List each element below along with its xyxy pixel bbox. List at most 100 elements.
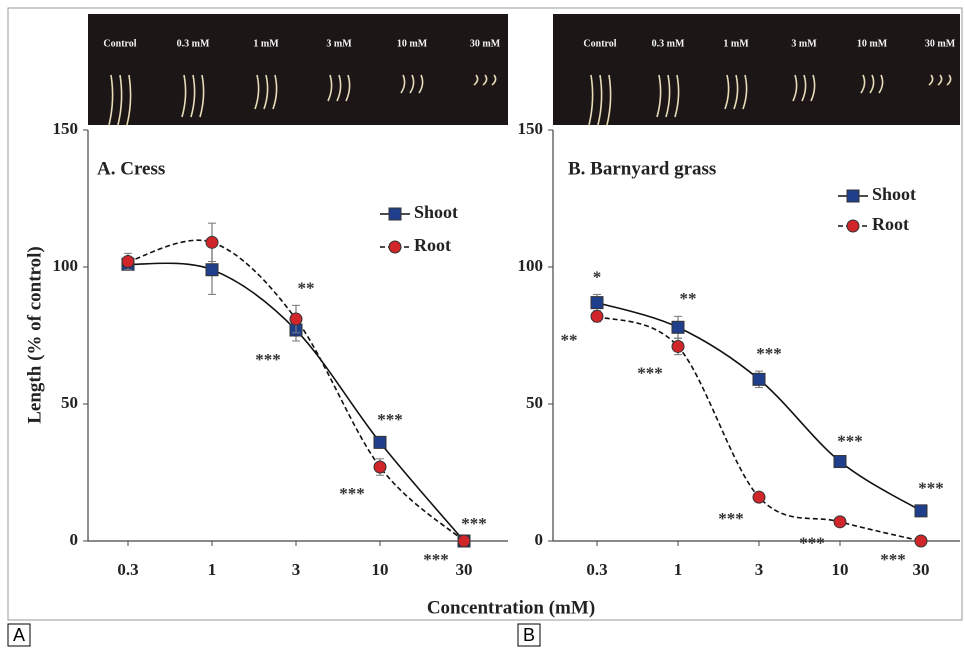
significance-label: *** (423, 550, 449, 569)
x-tick-label: 3 (755, 560, 764, 579)
photo-label: 0.3 mM (177, 38, 210, 49)
data-point (914, 534, 928, 548)
seedling (724, 74, 730, 110)
y-tick-label: 50 (526, 393, 543, 412)
seedling (742, 74, 748, 110)
seedling (126, 74, 132, 126)
seedling (491, 74, 497, 86)
y-tick-label: 0 (535, 530, 544, 549)
photo-label: 10 mM (397, 38, 428, 49)
seedling (327, 74, 333, 102)
photo-label: 1 mM (253, 38, 279, 49)
seedling-photo (553, 14, 960, 125)
seedling (409, 74, 415, 94)
data-point (671, 320, 685, 334)
data-point (752, 490, 766, 504)
data-point (121, 255, 135, 269)
data-point (590, 309, 604, 323)
legend-marker (388, 207, 402, 221)
data-point (457, 534, 471, 548)
y-tick-label: 0 (70, 530, 79, 549)
x-tick-label: 30 (913, 560, 930, 579)
series-line (127, 239, 465, 542)
photo-label: 30 mM (470, 38, 501, 49)
seedling (345, 74, 351, 102)
photo-label: 30 mM (925, 38, 956, 49)
significance-label: *** (339, 484, 365, 503)
seedling (588, 74, 594, 126)
seedling (792, 74, 798, 102)
photo-label: 3 mM (791, 38, 817, 49)
seedling (928, 74, 934, 86)
data-point (289, 312, 303, 326)
data-point (590, 296, 604, 310)
legend-marker (388, 240, 402, 254)
seedling (674, 74, 680, 118)
seedling (108, 74, 114, 126)
seedling (473, 74, 479, 86)
legend-marker (846, 219, 860, 233)
significance-label: ** (561, 331, 578, 350)
y-tick-label: 150 (518, 119, 544, 138)
y-tick-label: 100 (518, 256, 544, 275)
panel-title: B. Barnyard grass (568, 158, 716, 179)
panel-letter-box (517, 623, 541, 647)
significance-label: ** (680, 289, 697, 308)
seedling (336, 74, 342, 102)
data-point (205, 235, 219, 249)
seedling (254, 74, 260, 110)
seedling (869, 74, 875, 94)
seedling (946, 74, 952, 86)
legend-label: Root (872, 214, 909, 234)
seedling (801, 74, 807, 102)
photo-label: 3 mM (326, 38, 352, 49)
panel-letter: B (523, 625, 535, 645)
photo-label: 10 mM (857, 38, 888, 49)
panel-letter-box (7, 623, 31, 647)
significance-label: *** (756, 344, 782, 363)
significance-label: *** (837, 432, 863, 451)
x-tick-label: 10 (832, 560, 849, 579)
seedling-photo (88, 14, 508, 125)
x-tick-label: 3 (292, 560, 301, 579)
series-line (596, 315, 922, 542)
x-tick-label: 10 (372, 560, 389, 579)
significance-label: * (593, 267, 602, 286)
data-point (373, 460, 387, 474)
x-axis-label: Concentration (mM) (427, 597, 595, 618)
data-point (373, 435, 387, 449)
panel-letter: A (13, 625, 25, 645)
data-point (833, 515, 847, 529)
seedling (482, 74, 488, 86)
seedling (190, 74, 196, 118)
significance-label: *** (377, 410, 403, 429)
photo-label: 1 mM (723, 38, 749, 49)
seedling (937, 74, 943, 86)
significance-label: *** (637, 364, 663, 383)
x-tick-label: 1 (208, 560, 217, 579)
significance-label: *** (718, 509, 744, 528)
x-tick-label: 0.3 (586, 560, 607, 579)
y-tick-label: 150 (53, 119, 79, 138)
significance-label: *** (799, 533, 825, 552)
y-tick-label: 100 (53, 256, 79, 275)
panel-title: A. Cress (97, 158, 165, 179)
series-line (596, 301, 922, 512)
significance-label: ** (298, 278, 315, 297)
x-tick-label: 0.3 (117, 560, 138, 579)
seedling (810, 74, 816, 102)
legend-label: Shoot (414, 202, 458, 222)
seedling (199, 74, 205, 118)
seedling (656, 74, 662, 118)
data-point (914, 504, 928, 518)
seedling (400, 74, 406, 94)
seedling (665, 74, 671, 118)
seedling (597, 74, 603, 126)
y-tick-label: 50 (61, 393, 78, 412)
significance-label: *** (461, 514, 487, 533)
x-tick-label: 30 (456, 560, 473, 579)
seedling (606, 74, 612, 126)
seedling (878, 74, 884, 94)
seedling (860, 74, 866, 94)
